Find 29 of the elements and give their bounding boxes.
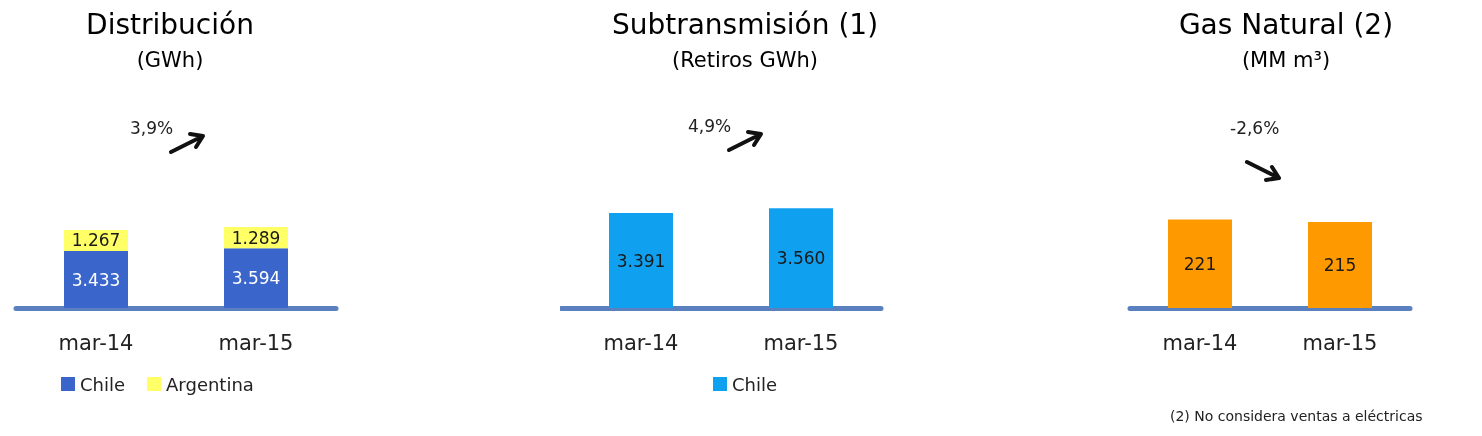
chart-title: Subtransmisión (1) xyxy=(610,8,880,41)
data-label: 3.594 xyxy=(231,268,281,289)
chart-subtitle: (GWh) xyxy=(135,48,205,72)
data-label: 1.267 xyxy=(71,230,121,251)
x-tick-label: mar-15 xyxy=(218,330,294,355)
chart-subtitle: (Retiros GWh) xyxy=(671,48,819,72)
data-label: 215 xyxy=(1323,255,1357,275)
x-tick-label: mar-15 xyxy=(763,330,839,355)
text: -2,6% xyxy=(1230,118,1280,138)
x-tick-label: mar-14 xyxy=(58,330,134,355)
text: (2) No considera ventas a eléctricas xyxy=(1170,408,1423,424)
x-tick-label: mar-14 xyxy=(1162,330,1238,355)
legend-label: Chile xyxy=(80,373,126,395)
data-label: 1.289 xyxy=(231,227,281,248)
chart-title: Distribución xyxy=(85,8,255,41)
data-label: 3.391 xyxy=(616,250,666,271)
legend-label: Chile xyxy=(731,373,778,395)
bar xyxy=(224,248,288,308)
bar xyxy=(64,251,128,308)
x-tick-label: mar-15 xyxy=(1302,330,1378,355)
data-label: 221 xyxy=(1183,253,1217,274)
x-tick-label: mar-14 xyxy=(603,330,679,355)
data-label: 3.433 xyxy=(71,269,121,290)
text: 4,9% xyxy=(688,116,732,136)
chart-subtitle: (MM m³) xyxy=(1240,48,1332,72)
chart-title: Gas Natural (2) xyxy=(1177,8,1395,41)
legend-label: Argentina xyxy=(166,373,254,395)
data-label: 3.560 xyxy=(776,248,826,269)
text: 3,9% xyxy=(130,118,174,138)
